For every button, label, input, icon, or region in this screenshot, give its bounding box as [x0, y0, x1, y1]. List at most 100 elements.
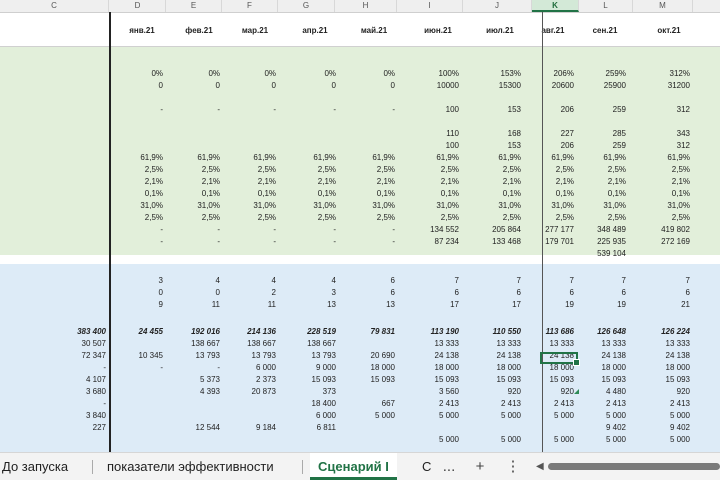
table-cell[interactable]: 0,1%: [257, 189, 276, 198]
table-cell[interactable]: 6 000: [255, 363, 276, 372]
cell-c[interactable]: 30 507: [81, 339, 106, 348]
table-cell[interactable]: 13 333: [665, 339, 690, 348]
table-cell[interactable]: 61,9%: [140, 153, 163, 162]
cell-c[interactable]: 4 107: [85, 375, 106, 384]
table-cell[interactable]: 0%: [324, 69, 336, 78]
table-cell[interactable]: -: [333, 237, 336, 246]
table-cell[interactable]: 2,5%: [257, 165, 276, 174]
column-header-h[interactable]: H: [335, 0, 397, 12]
table-cell[interactable]: -: [217, 237, 220, 246]
table-cell[interactable]: 2 413: [500, 399, 521, 408]
table-cell[interactable]: 31,0%: [498, 201, 521, 210]
table-cell[interactable]: 2,5%: [671, 165, 690, 174]
table-cell[interactable]: 259: [612, 105, 626, 114]
table-cell[interactable]: 18 000: [601, 363, 626, 372]
table-cell[interactable]: 2,1%: [317, 177, 336, 186]
table-cell[interactable]: 20600: [551, 81, 574, 90]
column-header-j[interactable]: J: [463, 0, 532, 12]
table-cell[interactable]: 15 093: [434, 375, 459, 384]
table-cell[interactable]: 0: [331, 81, 336, 90]
table-cell[interactable]: -: [392, 225, 395, 234]
column-header-k[interactable]: K: [532, 0, 579, 12]
table-cell[interactable]: 2,5%: [440, 165, 459, 174]
table-cell[interactable]: 2 413: [669, 399, 690, 408]
table-cell[interactable]: 312: [676, 141, 690, 150]
table-cell[interactable]: 6: [390, 288, 395, 297]
cell-c[interactable]: 3 840: [85, 411, 106, 420]
table-cell[interactable]: 126 648: [597, 327, 626, 336]
table-cell[interactable]: 15 093: [601, 375, 626, 384]
table-cell[interactable]: 920: [676, 387, 690, 396]
table-cell[interactable]: 2,5%: [607, 165, 626, 174]
table-cell[interactable]: 2 373: [255, 375, 276, 384]
table-cell[interactable]: 61,9%: [551, 153, 574, 162]
table-cell[interactable]: 312%: [669, 69, 690, 78]
table-cell[interactable]: 2,5%: [671, 213, 690, 222]
table-cell[interactable]: 20 873: [251, 387, 276, 396]
table-cell[interactable]: -: [217, 225, 220, 234]
table-cell[interactable]: 0,1%: [440, 189, 459, 198]
table-cell[interactable]: 920: [560, 387, 574, 396]
table-cell[interactable]: 7: [621, 276, 626, 285]
table-cell[interactable]: 13 793: [251, 351, 276, 360]
table-cell[interactable]: 2,1%: [671, 177, 690, 186]
table-cell[interactable]: 61,9%: [498, 153, 521, 162]
table-cell[interactable]: -: [333, 105, 336, 114]
table-cell[interactable]: 0%: [383, 69, 395, 78]
table-cell[interactable]: 5 373: [199, 375, 220, 384]
table-cell[interactable]: 419 802: [661, 225, 690, 234]
table-cell[interactable]: 153: [507, 105, 521, 114]
table-cell[interactable]: 17: [512, 300, 521, 309]
table-cell[interactable]: 285: [612, 129, 626, 138]
table-cell[interactable]: 2 413: [605, 399, 626, 408]
table-cell[interactable]: 2,5%: [555, 165, 574, 174]
table-cell[interactable]: 15 093: [370, 375, 395, 384]
table-cell[interactable]: 126 224: [661, 327, 690, 336]
table-cell[interactable]: 259: [612, 141, 626, 150]
table-cell[interactable]: 5 000: [605, 411, 626, 420]
table-cell[interactable]: 9 000: [315, 363, 336, 372]
cell-c[interactable]: -: [103, 399, 106, 408]
cell-c[interactable]: 3 680: [85, 387, 106, 396]
table-cell[interactable]: 13 333: [601, 339, 626, 348]
table-cell[interactable]: 6 811: [316, 423, 336, 432]
table-cell[interactable]: 25900: [603, 81, 626, 90]
table-cell[interactable]: 2,1%: [607, 177, 626, 186]
table-cell[interactable]: 7: [516, 276, 521, 285]
table-cell[interactable]: 31,0%: [667, 201, 690, 210]
table-cell[interactable]: 153: [507, 141, 521, 150]
table-cell[interactable]: 20 690: [370, 351, 395, 360]
table-cell[interactable]: 61,9%: [667, 153, 690, 162]
table-cell[interactable]: 5 000: [500, 435, 521, 444]
tab-do-zapuska[interactable]: До запуска: [2, 459, 69, 474]
table-cell[interactable]: 5 000: [438, 435, 459, 444]
table-cell[interactable]: 6: [621, 288, 626, 297]
table-cell[interactable]: -: [160, 105, 163, 114]
table-cell[interactable]: 214 136: [247, 327, 276, 336]
table-cell[interactable]: 21: [681, 300, 690, 309]
table-cell[interactable]: 31,0%: [551, 201, 574, 210]
table-cell[interactable]: 373: [322, 387, 336, 396]
tab-scenario-1[interactable]: Сценарий I: [310, 453, 397, 480]
table-cell[interactable]: 31,0%: [603, 201, 626, 210]
table-cell[interactable]: 2,5%: [440, 213, 459, 222]
table-cell[interactable]: 4: [331, 276, 336, 285]
table-cell[interactable]: 4 480: [605, 387, 626, 396]
table-cell[interactable]: 7: [685, 276, 690, 285]
table-cell[interactable]: 13 333: [434, 339, 459, 348]
table-cell[interactable]: 10000: [436, 81, 459, 90]
table-cell[interactable]: 5 000: [438, 411, 459, 420]
table-cell[interactable]: 5 000: [669, 411, 690, 420]
table-cell[interactable]: 2,1%: [257, 177, 276, 186]
horizontal-scrollbar[interactable]: ◀: [536, 460, 720, 473]
table-cell[interactable]: 225 935: [597, 237, 626, 246]
table-cell[interactable]: -: [217, 363, 220, 372]
column-header-f[interactable]: F: [222, 0, 278, 12]
table-cell[interactable]: 168: [507, 129, 521, 138]
table-cell[interactable]: 0: [158, 288, 163, 297]
table-cell[interactable]: 0,1%: [607, 189, 626, 198]
table-cell[interactable]: 348 489: [597, 225, 626, 234]
more-tabs-icon[interactable]: ...: [442, 458, 456, 475]
table-cell[interactable]: 0,1%: [671, 189, 690, 198]
table-cell[interactable]: 100: [445, 105, 459, 114]
